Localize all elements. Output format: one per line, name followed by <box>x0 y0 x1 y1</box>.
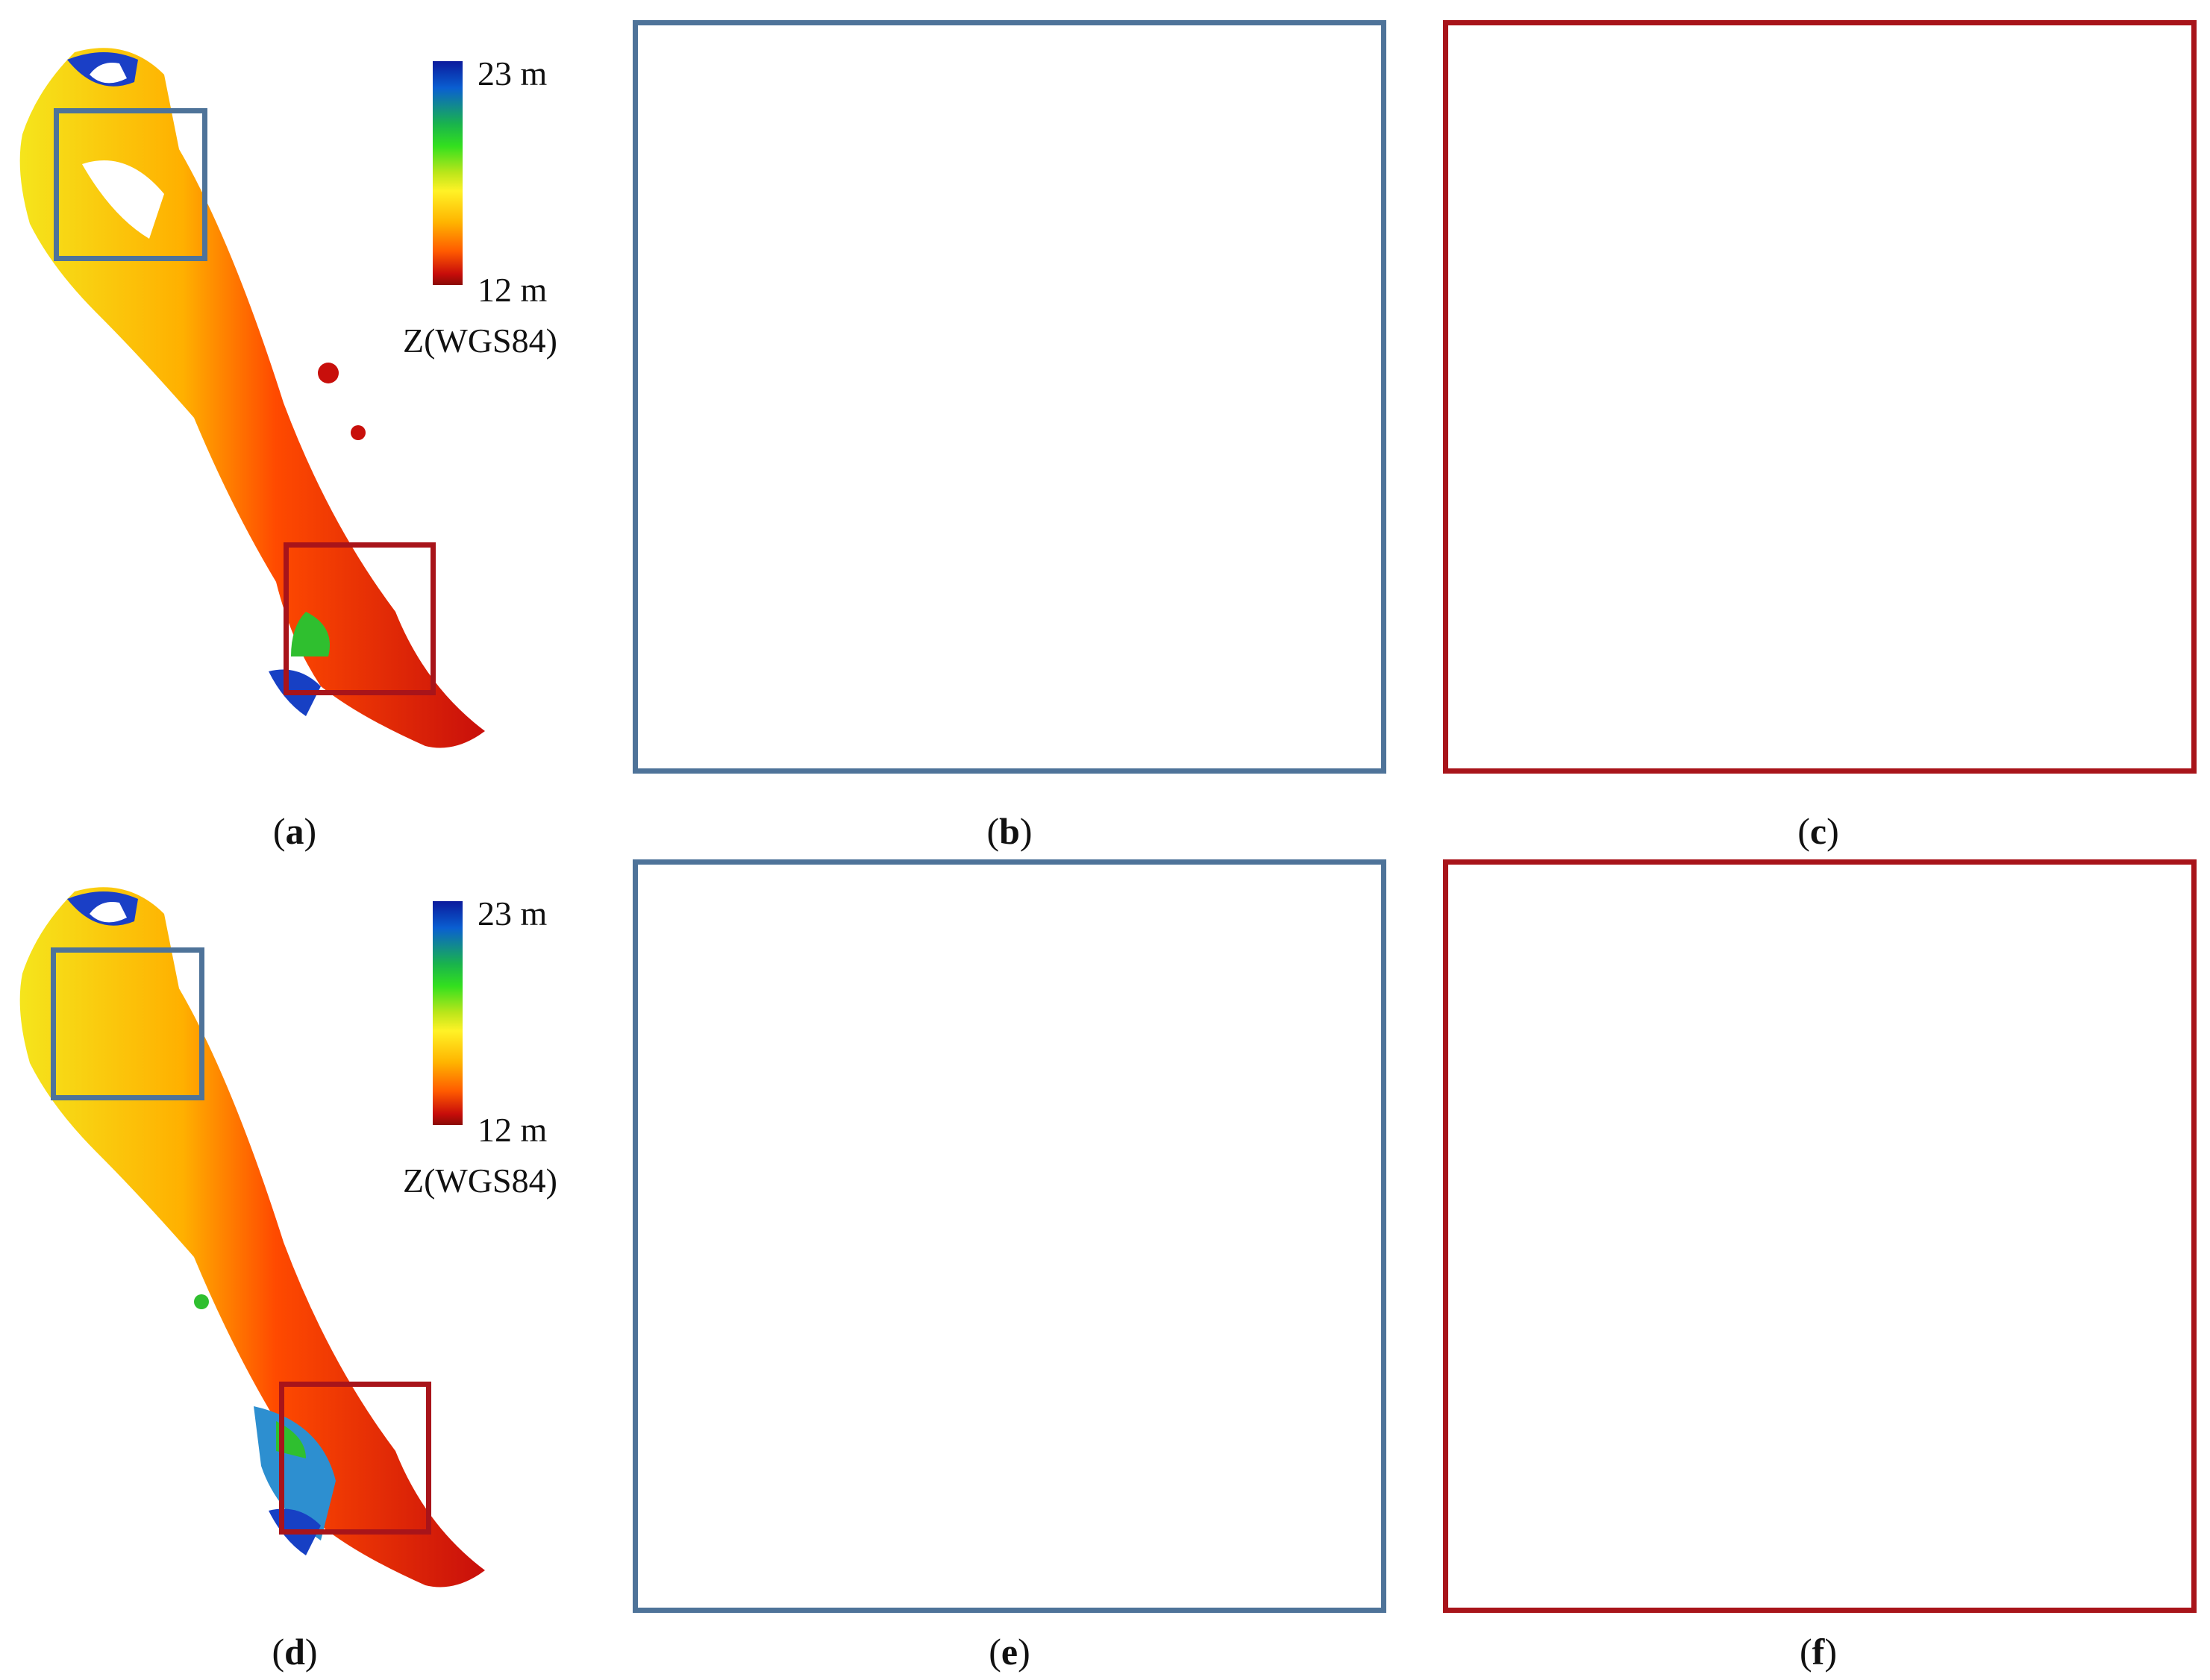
colorbar-bottom-min: 12 m <box>478 1111 548 1149</box>
caption-e: (e) <box>989 1631 1030 1673</box>
colorbar-bottom <box>433 901 463 1125</box>
colorbar-bottom-title: Z(WGS84) <box>403 1162 557 1200</box>
roi-box-red-a <box>284 542 436 695</box>
caption-a: (a) <box>272 810 317 852</box>
roi-box-red-d <box>279 1382 431 1535</box>
overview-map-d <box>7 884 530 1600</box>
zoom-panel-e <box>633 859 1386 1613</box>
colorbar-top-max: 23 m <box>478 54 548 93</box>
zoom-panel-b <box>633 20 1386 774</box>
caption-f: (f) <box>1800 1631 1837 1673</box>
caption-b: (b) <box>986 810 1033 852</box>
point-cloud-zoom-c <box>1448 65 2191 768</box>
roi-box-blue-d <box>51 947 204 1100</box>
colorbar-bottom-max: 23 m <box>478 894 548 933</box>
point-cloud-overview-d <box>19 887 485 1587</box>
zoom-panel-f <box>1443 859 2197 1613</box>
point-cloud-zoom-b <box>638 25 1381 768</box>
point-cloud-zoom-f <box>1448 879 2191 1608</box>
caption-d: (d) <box>272 1631 318 1673</box>
colorbar-top-title: Z(WGS84) <box>403 322 557 360</box>
colorbar-top <box>433 61 463 285</box>
colorbar-top-min: 12 m <box>478 271 548 309</box>
point-cloud-zoom-e <box>638 865 1381 1608</box>
zoom-panel-c <box>1443 20 2197 774</box>
roi-box-blue-a <box>54 108 207 261</box>
caption-c: (c) <box>1797 810 1839 852</box>
